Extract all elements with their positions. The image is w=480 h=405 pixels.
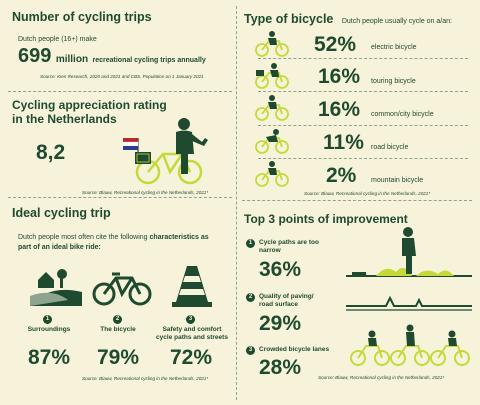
touring-bicycle-label: touring bicycle	[371, 78, 416, 85]
electric-bicycle-label: electric bicycle	[371, 44, 417, 51]
ideal-trip-pct-1: 87%	[28, 346, 71, 369]
electric-bicycle-pct: 52%	[314, 33, 357, 56]
cycling-trips-unit: million	[55, 54, 89, 65]
improvement-pct-2: 29%	[259, 312, 302, 335]
city-bicycle-label: common/city bicycle	[371, 111, 434, 118]
ideal-trip-pct-2: 79%	[97, 346, 140, 369]
improvement-label-1-line1: Cycle paths are too	[259, 239, 319, 246]
ideal-trip-num-2: 2	[113, 315, 122, 324]
improvement-pct-1: 36%	[259, 258, 302, 281]
mountain-bicycle-icon	[255, 161, 289, 187]
vertical-divider	[236, 6, 237, 400]
section-title-improvement: Top 3 points of improvement	[244, 212, 408, 226]
divider-left-1	[8, 91, 232, 92]
ideal-trip-label-3-line2: cycle paths and streets	[156, 334, 228, 341]
road-bicycle-icon	[255, 129, 289, 154]
improvement-label-1: Cycle paths are too narrow	[259, 239, 319, 255]
road-bicycle-pct: 11%	[323, 131, 364, 154]
mountain-bicycle-label: mountain bicycle	[371, 177, 424, 184]
section-title-type-of-bicycle: Type of bicycle	[244, 12, 334, 26]
improvement-label-1-line2: narrow	[259, 247, 281, 254]
ideal-trip-intro: Dutch people most often cite the followi…	[18, 234, 209, 241]
section-title-appreciation-1: Cycling appreciation rating	[12, 98, 167, 112]
improvement-pct-3: 28%	[259, 356, 302, 379]
cycling-trips-intro: Dutch people (16+) make	[18, 36, 97, 43]
bike-row-divider-3	[258, 125, 468, 126]
touring-bicycle-pct: 16%	[318, 65, 361, 88]
ideal-trip-label-1: Surroundings	[27, 326, 71, 333]
improvement-label-2: Quality of paving/ road surface	[259, 293, 314, 309]
ideal-trip-num-1: 1	[43, 315, 52, 324]
appreciation-source: Source: Blauw, Recreational cycling in t…	[82, 190, 209, 195]
road-bicycle-label: road bicycle	[371, 144, 409, 151]
ideal-trip-intro-plain2: as	[200, 234, 209, 241]
ideal-trip-intro-line2: part of an ideal bike ride:	[18, 244, 101, 251]
electric-bicycle-icon	[255, 31, 289, 57]
bike-row-divider-2	[258, 91, 468, 92]
cyclist-flag-illustration	[122, 118, 208, 185]
section-title-ideal-trip: Ideal cycling trip	[12, 206, 111, 220]
bicycle-icon	[92, 272, 152, 306]
ideal-trip-source: Source: Blauw, Recreational cycling in t…	[82, 376, 209, 381]
bike-row-divider-1	[258, 58, 468, 59]
improvement-num-3: 3	[246, 346, 255, 355]
improvement-num-1: 1	[246, 239, 255, 248]
divider-left-2	[8, 197, 232, 198]
crowded-lanes-illustration	[350, 324, 470, 366]
section-title-cycling-trips: Number of cycling trips	[12, 10, 152, 24]
type-of-bicycle-header: Type of bicycle Dutch people usually cyc…	[244, 10, 452, 28]
road-surface-illustration	[346, 295, 472, 311]
type-of-bicycle-subtitle: Dutch people usually cycle on a/an:	[341, 18, 452, 25]
ideal-trip-label-3-line1: Safety and comfort	[162, 326, 222, 333]
ideal-trip-intro-plain: Dutch people most often cite the followi…	[18, 234, 148, 241]
improvement-source: Source: Blauw, Recreational cycling in t…	[318, 375, 445, 380]
narrow-path-illustration	[346, 227, 472, 277]
cycling-trips-source: Source: Kien Research, 2020 and 2021 and…	[40, 74, 204, 79]
improvement-label-2-line1: Quality of paving/	[259, 293, 314, 300]
city-bicycle-icon	[255, 95, 289, 121]
improvement-label-3: Crowded bicycle lanes	[259, 346, 330, 353]
surroundings-icon	[30, 269, 82, 306]
type-of-bicycle-source: Source: Blauw, Recreational cycling in t…	[304, 191, 431, 196]
mountain-bicycle-pct: 2%	[326, 164, 357, 187]
section-title-appreciation-2: in the Netherlands	[12, 112, 117, 126]
improvement-label-2-line2: road surface	[259, 301, 299, 308]
appreciation-rating: 8,2	[36, 141, 66, 164]
ideal-trip-label-3: Safety and comfort cycle paths and stree…	[152, 326, 232, 342]
bike-row-divider-4	[258, 158, 468, 159]
city-bicycle-pct: 16%	[318, 98, 361, 121]
ideal-trip-pct-3: 72%	[170, 346, 213, 369]
divider-right-1	[242, 200, 472, 201]
cycling-trips-suffix: recreational cycling trips annually	[92, 57, 206, 64]
improvement-num-2: 2	[246, 293, 255, 302]
cycling-trips-number: 699	[18, 45, 52, 67]
cycling-trips-figure: 699 million recreational cycling trips a…	[18, 45, 206, 68]
ideal-trip-intro-bold: characteristics	[149, 234, 199, 241]
ideal-trip-label-2: The bicycle	[100, 326, 136, 333]
touring-bicycle-icon	[255, 63, 289, 89]
ideal-trip-num-3: 3	[186, 315, 195, 324]
traffic-cone-icon	[172, 266, 212, 307]
